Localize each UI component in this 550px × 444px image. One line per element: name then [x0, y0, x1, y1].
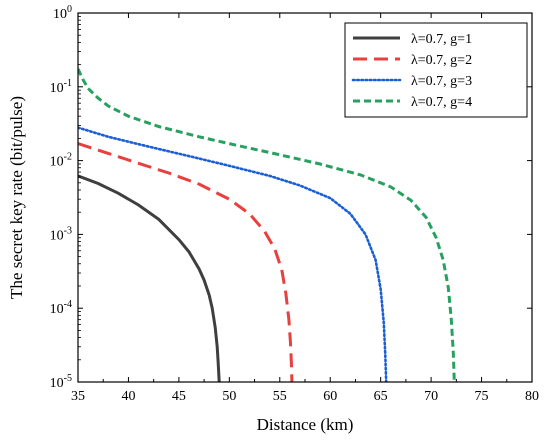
series-line-4	[78, 68, 456, 382]
y-tick-label: 10-3	[50, 225, 72, 243]
x-tick-label: 60	[323, 389, 337, 404]
y-tick-label: 10-2	[50, 152, 72, 170]
series-line-3	[78, 126, 388, 382]
ticks-layer: 35 40 45 50 55 60 65 70 75 80 100 10-1 10-2 10-3 10-4 1…	[50, 4, 539, 404]
x-tick-label: 65	[374, 389, 388, 404]
series-line-1	[78, 174, 221, 382]
x-tick-label: 50	[222, 389, 236, 404]
x-tick-label: 70	[424, 389, 438, 404]
y-tick-label: 10-1	[50, 78, 72, 96]
y-axis-title: The secret key rate (bit/pulse)	[7, 96, 26, 299]
legend-label-3: λ=0.7, g=3	[411, 74, 472, 89]
series-layer	[78, 68, 456, 382]
series-line-2	[78, 142, 294, 382]
legend-label-2: λ=0.7, g=2	[411, 53, 472, 68]
x-axis-title: Distance (km)	[257, 415, 354, 434]
x-tick-label: 40	[121, 389, 135, 404]
legend-label-1: λ=0.7, g=1	[411, 32, 472, 47]
x-tick-label: 35	[71, 389, 85, 404]
y-tick-label: 10-4	[50, 299, 72, 317]
x-tick-label: 45	[172, 389, 186, 404]
legend: λ=0.7, g=1 λ=0.7, g=2 λ=0.7, g=3 λ=0.7, g=4	[344, 22, 528, 118]
x-tick-label: 80	[525, 389, 539, 404]
y-tick-label: 10-5	[50, 373, 72, 391]
x-tick-label: 75	[475, 389, 489, 404]
x-tick-label: 55	[273, 389, 287, 404]
y-tick-label: 100	[53, 4, 72, 22]
legend-label-4: λ=0.7, g=4	[411, 95, 472, 110]
